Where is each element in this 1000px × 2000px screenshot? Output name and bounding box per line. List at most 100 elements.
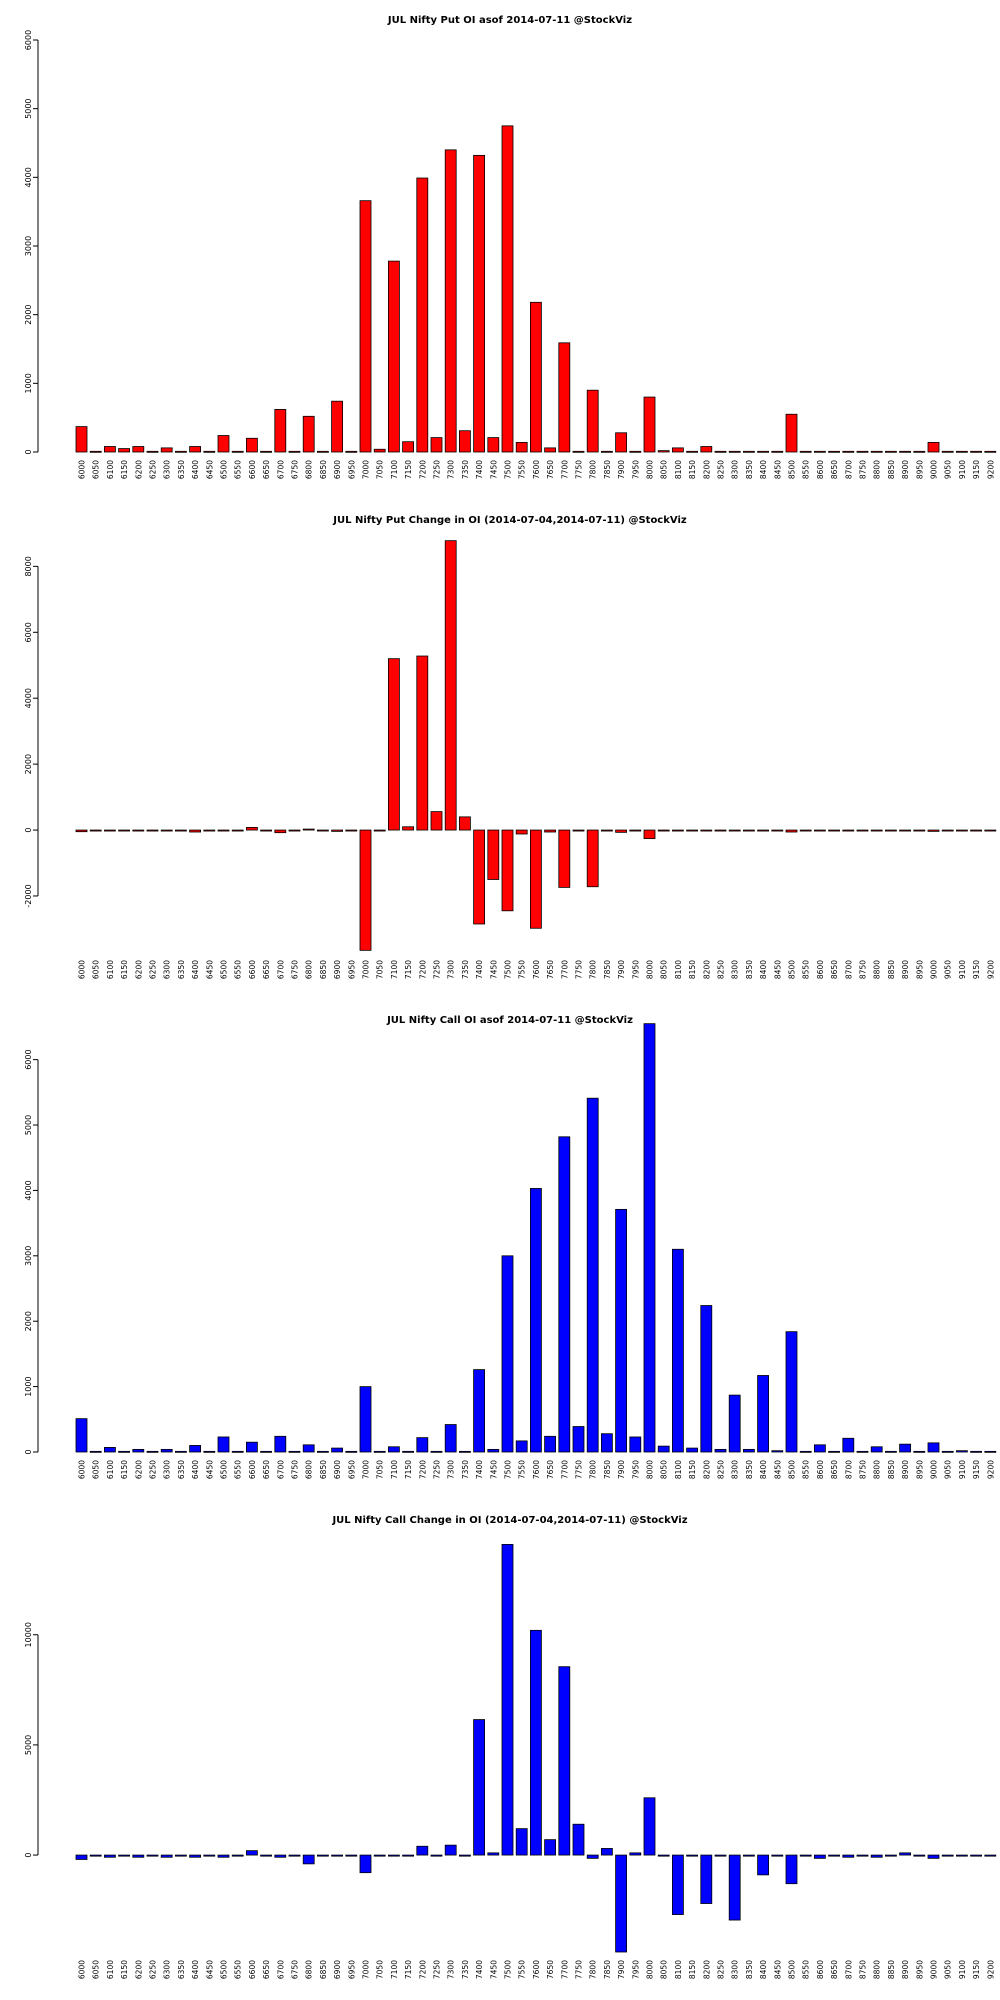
x-tick-label: 7300 <box>447 1460 456 1479</box>
x-tick-label: 6550 <box>234 1960 243 1979</box>
x-tick-label: 6650 <box>262 460 271 479</box>
bar-7400 <box>473 829 486 925</box>
x-tick-label: 8400 <box>759 1960 768 1979</box>
bar-8200 <box>700 1305 713 1453</box>
x-tick-label: 9200 <box>986 1960 995 1979</box>
bar-8900 <box>899 450 911 453</box>
bar-6400 <box>189 446 202 453</box>
x-tick-label: 8100 <box>674 1960 683 1979</box>
x-tick-label: 6900 <box>333 1960 342 1979</box>
x-tick-label: 8250 <box>717 1460 726 1479</box>
x-tick-label: 9150 <box>972 1960 981 1979</box>
x-tick-label: 6600 <box>248 1960 257 1979</box>
bar-6800 <box>302 1854 315 1865</box>
x-tick-label: 6150 <box>120 460 129 479</box>
x-tick-label: 8300 <box>731 960 740 979</box>
x-tick-label: 6950 <box>347 1460 356 1479</box>
chart-put-change-oi: JUL Nifty Put Change in OI (2014-07-04,2… <box>24 515 997 979</box>
bar-7000 <box>359 1386 372 1453</box>
x-tick-label: 8600 <box>816 1960 825 1979</box>
x-tick-label: 8050 <box>660 1960 669 1979</box>
y-tick-label: 6000 <box>24 622 33 642</box>
x-tick-label: 7650 <box>546 460 555 479</box>
x-tick-label: 6450 <box>205 460 214 479</box>
x-tick-label: 6850 <box>319 1460 328 1479</box>
chart-call-oi: JUL Nifty Call OI asof 2014-07-11 @Stock… <box>24 1015 997 1479</box>
bar-7200 <box>416 1437 429 1453</box>
x-tick-label: 7750 <box>575 460 584 479</box>
bar-6450 <box>203 450 216 453</box>
bar-6100 <box>104 829 116 832</box>
x-tick-label: 6700 <box>276 960 285 979</box>
x-tick-label: 7350 <box>461 960 470 979</box>
bar-8300 <box>728 1854 741 1921</box>
x-tick-label: 7700 <box>560 460 569 479</box>
x-tick-label: 6250 <box>149 960 158 979</box>
bar-6850 <box>316 450 329 453</box>
bar-6450 <box>203 829 216 832</box>
x-tick-label: 6500 <box>220 460 229 479</box>
x-tick-label: 6500 <box>220 1460 229 1479</box>
bar-8750 <box>856 1450 869 1453</box>
bar-6350 <box>174 1854 187 1857</box>
x-tick-label: 8200 <box>702 1460 711 1479</box>
x-tick-label: 6300 <box>163 960 172 979</box>
x-tick-label: 8750 <box>859 960 868 979</box>
bar-7800 <box>586 1097 599 1453</box>
x-tick-label: 8600 <box>816 960 825 979</box>
x-tick-label: 8250 <box>717 1960 726 1979</box>
x-tick-label: 7050 <box>376 1960 385 1979</box>
bar-6050 <box>89 1450 102 1453</box>
x-tick-label: 8700 <box>844 1460 853 1479</box>
bar-6250 <box>146 829 159 832</box>
bar-8000 <box>643 1023 656 1453</box>
bar-8150 <box>686 450 698 453</box>
bar-8300 <box>728 829 741 832</box>
x-tick-label: 8300 <box>731 1960 740 1979</box>
x-tick-label: 7950 <box>631 460 640 479</box>
bar-6000 <box>75 829 88 833</box>
bar-9100 <box>956 1450 968 1453</box>
x-tick-label: 8350 <box>745 1960 754 1979</box>
x-tick-label: 7000 <box>362 460 371 479</box>
x-tick-label: 6850 <box>319 960 328 979</box>
bar-6100 <box>104 446 116 453</box>
x-tick-label: 6350 <box>177 460 186 479</box>
bar-6500 <box>217 435 230 453</box>
bar-8150 <box>686 829 698 832</box>
bar-6650 <box>260 1854 273 1857</box>
x-tick-label: 7900 <box>617 460 626 479</box>
bar-8050 <box>657 1854 670 1857</box>
bar-8600 <box>814 450 826 453</box>
bar-7050 <box>373 1450 386 1453</box>
x-tick-label: 6450 <box>205 1960 214 1979</box>
x-tick-label: 6050 <box>92 1460 101 1479</box>
bar-7250 <box>430 437 443 453</box>
bar-8200 <box>700 1854 713 1904</box>
bar-8650 <box>828 450 840 453</box>
bar-6900 <box>331 1854 344 1857</box>
bar-6800 <box>302 828 315 831</box>
x-tick-label: 7600 <box>532 1960 541 1979</box>
bar-6300 <box>160 829 173 832</box>
bar-7650 <box>544 1839 556 1856</box>
bar-8000 <box>643 396 656 453</box>
x-tick-label: 7450 <box>489 1460 498 1479</box>
bar-7400 <box>473 1719 486 1856</box>
bar-8850 <box>885 1450 897 1453</box>
bar-7550 <box>515 829 528 835</box>
y-tick-label: 4000 <box>24 688 33 708</box>
x-tick-label: 7850 <box>603 960 612 979</box>
y-tick-label: 2000 <box>24 754 33 774</box>
x-tick-label: 8300 <box>731 1460 740 1479</box>
x-tick-label: 8800 <box>873 1960 882 1979</box>
x-tick-label: 8600 <box>816 460 825 479</box>
bar-7150 <box>402 1854 415 1857</box>
bar-7250 <box>430 1854 443 1857</box>
x-tick-label: 7000 <box>362 1960 371 1979</box>
bar-8750 <box>856 450 869 453</box>
x-tick-label: 7250 <box>433 1960 442 1979</box>
x-tick-label: 8250 <box>717 460 726 479</box>
x-tick-label: 6400 <box>191 460 200 479</box>
bar-6200 <box>132 829 145 832</box>
